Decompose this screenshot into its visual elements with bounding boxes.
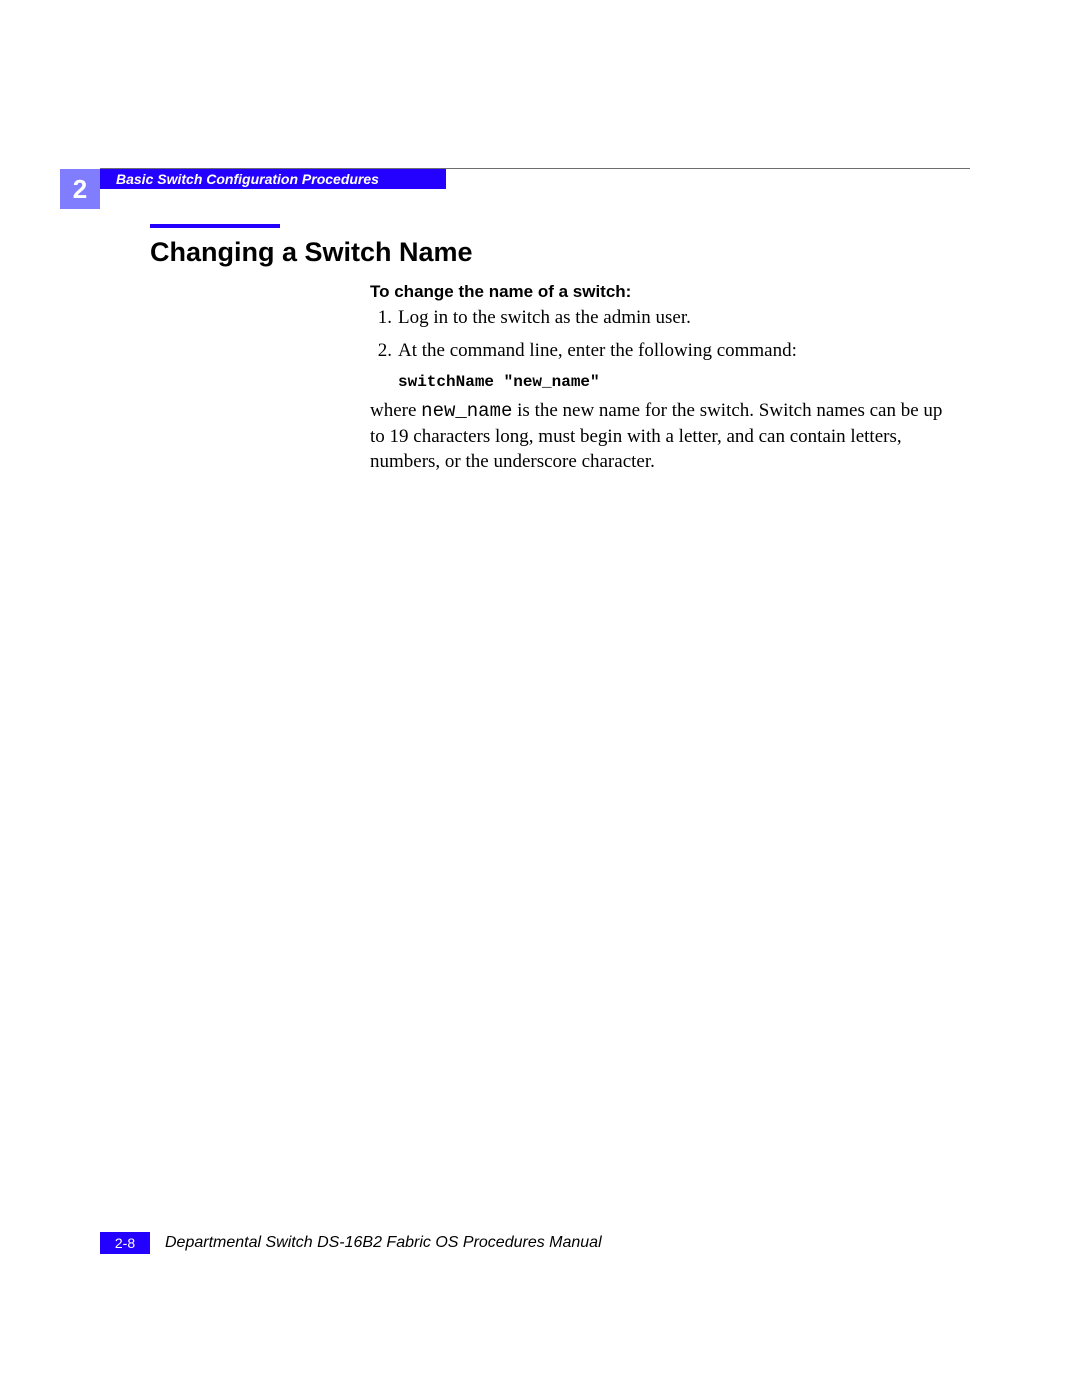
step-2-number: 2. <box>370 340 392 362</box>
running-head-bar: Basic Switch Configuration Procedures <box>100 169 446 189</box>
step-1-number: 1. <box>370 307 392 329</box>
page-number: 2-8 <box>115 1235 135 1251</box>
footer-manual-title: Departmental Switch DS-16B2 Fabric OS Pr… <box>165 1234 602 1252</box>
section-subhead: To change the name of a switch: <box>370 282 631 302</box>
step-2-text: At the command line, enter the following… <box>398 340 797 361</box>
explain-prefix: where <box>370 400 421 421</box>
heading-rule <box>150 224 280 228</box>
explain-monospace: new_name <box>421 400 512 422</box>
explanation-paragraph: where new_name is the new name for the s… <box>370 398 960 474</box>
step-1: 1. Log in to the switch as the admin use… <box>398 307 958 329</box>
step-1-text: Log in to the switch as the admin user. <box>398 307 691 328</box>
running-head-text: Basic Switch Configuration Procedures <box>116 171 379 187</box>
chapter-number: 2 <box>73 174 87 205</box>
section-heading: Changing a Switch Name <box>150 237 473 268</box>
command-line: switchName "new_name" <box>398 373 600 391</box>
page-number-box: 2-8 <box>100 1232 150 1254</box>
document-page: 2 Basic Switch Configuration Procedures … <box>0 0 1080 1397</box>
chapter-tab: 2 <box>60 169 100 209</box>
step-2: 2. At the command line, enter the follow… <box>398 340 958 362</box>
